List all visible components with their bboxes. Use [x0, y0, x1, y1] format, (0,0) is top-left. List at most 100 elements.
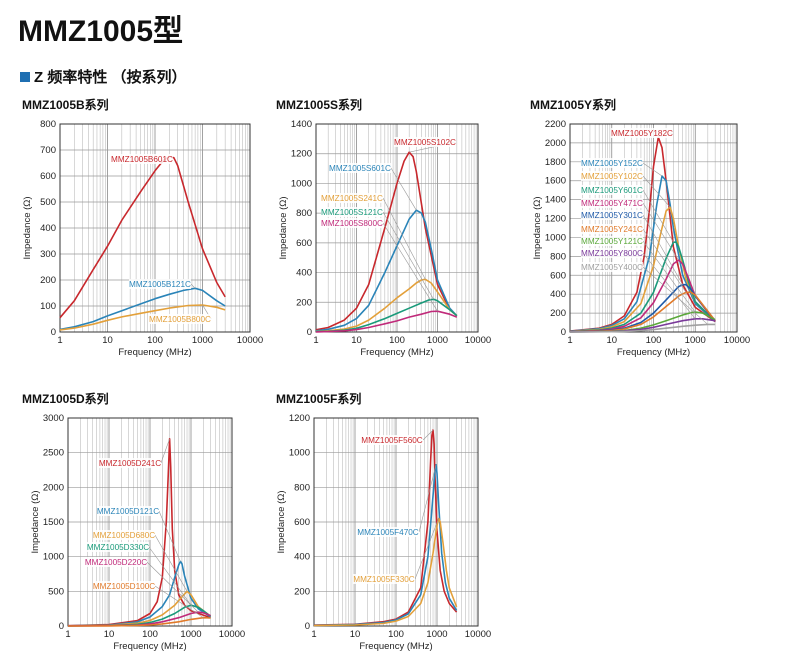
- x-tick-label: 10: [102, 335, 113, 346]
- x-tick-label: 100: [388, 629, 404, 640]
- x-tick-label: 100: [142, 629, 158, 640]
- chart-title-d: MMZ1005D系列: [22, 392, 109, 406]
- x-tick-label: 100: [389, 335, 405, 346]
- y-tick-label: 200: [550, 308, 566, 319]
- chart-title-s: MMZ1005S系列: [276, 98, 363, 112]
- series-label: MMZ1005S800C: [321, 219, 383, 228]
- y-tick-label: 3000: [43, 413, 64, 424]
- x-axis-label: Frequency (MHz): [113, 641, 186, 652]
- x-tick-label: 10: [350, 629, 361, 640]
- blue-square-icon: [20, 71, 30, 82]
- y-tick-label: 2500: [43, 448, 64, 459]
- x-tick-label: 1: [567, 335, 572, 346]
- series-label-bg: [87, 542, 149, 552]
- leader-line: [148, 546, 192, 606]
- series-label-bg: [581, 262, 643, 272]
- leader-line: [642, 266, 709, 325]
- chart-d: 0 500 1000 1500 2000 2500 3000 1 10 100 1000 10000 F…: [30, 413, 245, 652]
- series-label: MMZ1005Y471C: [581, 199, 643, 208]
- leader-line: [158, 510, 181, 562]
- x-tick-label: 100: [147, 335, 163, 346]
- x-tick-label: 10000: [237, 335, 263, 346]
- y-tick-label: 600: [40, 171, 56, 182]
- plot-frame: [67, 417, 233, 627]
- y-tick-label: 1200: [291, 149, 312, 160]
- series-label-bg: [321, 218, 383, 228]
- y-tick-label: 400: [40, 223, 56, 234]
- series-label: MMZ1005Y241C: [581, 225, 643, 234]
- chart-s: 0 200 400 600 800 1000 1200 1400 1 10 100 1000 10000…: [278, 119, 491, 358]
- series-label: MMZ1005F560C: [361, 436, 423, 445]
- leader-line: [154, 534, 188, 592]
- x-axis-label: Frequency (MHz): [617, 347, 690, 358]
- series-line-MMZ1005F470C: [313, 463, 458, 627]
- x-tick-label: 10000: [465, 335, 491, 346]
- series-label-bg: [361, 435, 423, 445]
- y-tick-label: 2200: [545, 119, 566, 130]
- y-axis-label: Impedance (Ω): [22, 196, 33, 259]
- x-tick-label: 10: [351, 335, 362, 346]
- x-axis-label: Frequency (MHz): [360, 347, 433, 358]
- series-label-bg: [321, 207, 383, 217]
- series-label-bg: [149, 314, 211, 324]
- series-label-bg: [111, 154, 173, 164]
- leader-line: [642, 240, 696, 313]
- leader-line: [642, 252, 696, 319]
- series-label-bg: [581, 185, 643, 195]
- series-line-MMZ1005Y601C: [569, 241, 716, 333]
- x-tick-label: 100: [646, 335, 662, 346]
- y-tick-label: 100: [40, 301, 56, 312]
- y-tick-label: 200: [294, 586, 310, 597]
- x-axis-label: Frequency (MHz): [359, 641, 432, 652]
- y-tick-label: 800: [294, 482, 310, 493]
- series-label-bg: [394, 137, 456, 147]
- chart-y: 0 200 400 600 800 1000 1200 1400 1600 1800 2000 220…: [532, 119, 750, 358]
- series-label: MMZ1005Y121C: [581, 237, 643, 246]
- x-axis-label: Frequency (MHz): [118, 347, 191, 358]
- series-label-bg: [611, 128, 673, 138]
- y-tick-label: 1000: [289, 448, 310, 459]
- y-tick-label: 0: [307, 327, 312, 338]
- series-label: MMZ1005Y182C: [611, 129, 673, 138]
- y-tick-label: 1400: [291, 119, 312, 130]
- x-tick-label: 1: [65, 629, 70, 640]
- series-line-MMZ1005S241C: [315, 278, 458, 333]
- series-line-MMZ1005D100C: [67, 616, 211, 627]
- y-tick-label: 1400: [545, 195, 566, 206]
- section-title: Z 频率特性 （按系列）: [20, 66, 187, 87]
- y-tick-label: 500: [40, 197, 56, 208]
- y-tick-label: 600: [550, 270, 566, 281]
- y-tick-label: 0: [51, 327, 56, 338]
- plot-frame: [315, 123, 479, 333]
- series-line-MMZ1005Y182C: [569, 136, 716, 332]
- series-label: MMZ1005S121C: [321, 208, 383, 217]
- series-label: MMZ1005B601C: [111, 155, 173, 164]
- series-label: MMZ1005F470C: [357, 528, 419, 537]
- x-tick-label: 1000: [180, 629, 201, 640]
- x-tick-label: 10000: [465, 629, 491, 640]
- series-label-bg: [357, 527, 419, 537]
- series-label: MMZ1005S102C: [394, 138, 456, 147]
- series-label-bg: [581, 198, 643, 208]
- series-line-MMZ1005F330C: [313, 517, 458, 627]
- y-tick-label: 0: [561, 327, 566, 338]
- series-label-bg: [581, 224, 643, 234]
- y-tick-label: 1500: [43, 517, 64, 528]
- y-tick-label: 0: [59, 621, 64, 632]
- leader-line: [642, 202, 679, 261]
- leader-line: [382, 197, 426, 280]
- series-label: MMZ1005Y301C: [581, 211, 643, 220]
- section-title-text: Z 频率特性 （按系列）: [34, 69, 187, 86]
- series-label: MMZ1005B800C: [149, 315, 211, 324]
- y-tick-label: 800: [40, 119, 56, 130]
- x-tick-label: 1000: [685, 335, 706, 346]
- series-label: MMZ1005Y102C: [581, 172, 643, 181]
- series-line-MMZ1005B121C: [59, 287, 226, 331]
- x-tick-label: 1000: [426, 629, 447, 640]
- chart-title-b: MMZ1005B系列: [22, 98, 109, 112]
- y-tick-label: 0: [305, 621, 310, 632]
- series-label: MMZ1005D241C: [99, 459, 161, 468]
- series-label-bg: [581, 210, 643, 220]
- series-label: MMZ1005Y152C: [581, 159, 643, 168]
